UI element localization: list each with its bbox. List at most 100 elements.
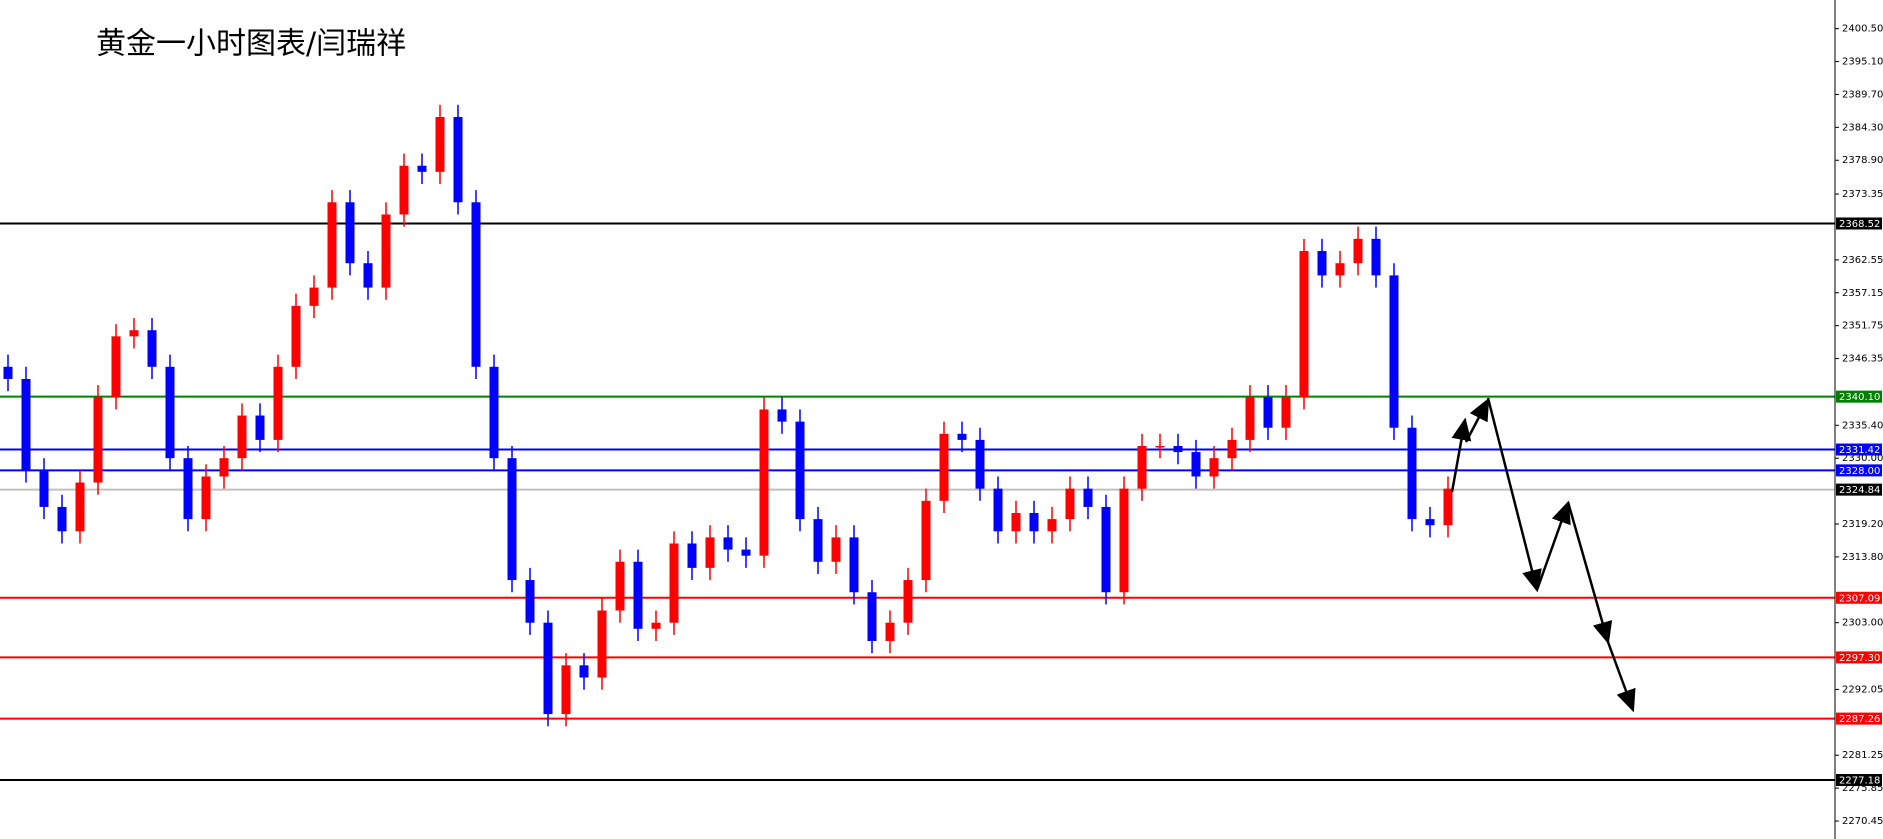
candle-body [921, 500, 931, 581]
candle-body [831, 537, 841, 562]
y-tick-label: 2395.10 [1842, 57, 1883, 68]
level-label: 2287.26 [1839, 714, 1880, 725]
level-label-box [1836, 651, 1882, 664]
candle-body [417, 165, 427, 172]
arrow [1566, 501, 1613, 645]
level-label: 2340.10 [1839, 392, 1880, 403]
candle-body [1209, 458, 1219, 477]
candle-body [183, 458, 193, 520]
level-label-box [1836, 443, 1882, 456]
candle-body [957, 433, 967, 440]
y-tick-label: 2335.40 [1842, 420, 1883, 431]
level-label: 2307.09 [1839, 593, 1880, 604]
candle-body [687, 543, 697, 568]
candle-body [363, 263, 373, 288]
candle-body [399, 165, 409, 215]
candle-body [939, 433, 949, 501]
price-scale: 2400.50 2395.10 2389.70 2384.30 2378.90 2373.… [1835, 24, 1883, 827]
candle-body [561, 665, 571, 715]
candle-body [1353, 238, 1363, 264]
candle-body [1119, 488, 1129, 593]
y-tick-label: 2319.20 [1842, 519, 1883, 530]
candle-body [57, 506, 67, 532]
candle-body [1407, 427, 1417, 520]
levels [0, 222, 1835, 782]
arrow [1464, 397, 1490, 443]
level-label: 2331.42 [1839, 445, 1880, 456]
candle-body [489, 366, 499, 459]
candle-body [1029, 513, 1039, 532]
y-tick-label: 2346.35 [1842, 354, 1883, 365]
level-label-box [1836, 591, 1882, 604]
candle-body [1263, 397, 1273, 428]
candle-body [723, 537, 733, 550]
candle-body [1371, 238, 1381, 276]
candle-body [165, 366, 175, 459]
candle-body [525, 580, 535, 623]
level-label: 2324.84 [1839, 485, 1880, 496]
candle-body [1011, 513, 1021, 532]
y-tick-label: 2275.85 [1842, 783, 1883, 794]
candle-body [471, 202, 481, 367]
candles [3, 104, 1453, 727]
arrow [1486, 397, 1542, 593]
level-label: 2277.18 [1839, 776, 1880, 787]
candle-body [201, 476, 211, 520]
candle-body [1281, 397, 1291, 428]
candle-body [741, 549, 751, 556]
candle-body [1101, 506, 1111, 593]
candle-body [885, 622, 895, 641]
candle-body [633, 561, 643, 629]
candle-body [1173, 446, 1183, 453]
y-tick-label: 2384.30 [1842, 122, 1883, 133]
candle-body [309, 287, 319, 306]
y-tick-label: 2389.70 [1842, 89, 1883, 100]
candle-body [795, 421, 805, 520]
candle-body [1389, 275, 1399, 428]
arrow [1450, 417, 1472, 493]
y-tick-label: 2330.00 [1842, 453, 1883, 464]
y-tick-label: 2303.00 [1842, 618, 1883, 629]
level-label-box [1836, 217, 1882, 230]
y-tick-label: 2313.80 [1842, 552, 1883, 563]
candle-body [273, 366, 283, 440]
y-tick-label: 2357.15 [1842, 288, 1883, 299]
candle-body [435, 116, 445, 172]
candle-body [381, 214, 391, 288]
candle-body [597, 610, 607, 678]
candle-body [705, 537, 715, 568]
candle-body [849, 537, 859, 593]
candle-body [903, 580, 913, 623]
level-label-box [1836, 390, 1882, 403]
candle-body [507, 458, 517, 581]
candle-body [813, 519, 823, 562]
chart-title: 黄金一小时图表/闫瑞祥 [96, 27, 406, 62]
y-tick-label: 2270.45 [1842, 816, 1883, 827]
candle-body [615, 561, 625, 611]
candle-body [219, 458, 229, 477]
candle-body [1443, 488, 1453, 526]
y-tick-label: 2378.90 [1842, 155, 1883, 166]
level-label-box [1836, 774, 1882, 787]
y-tick-label: 2400.50 [1842, 24, 1883, 35]
candle-body [39, 470, 49, 507]
candle-body [759, 409, 769, 556]
candle-body [75, 482, 85, 532]
candle-body [1083, 488, 1093, 507]
candle-body [345, 202, 355, 264]
candle-body [1227, 439, 1237, 459]
candle-body [1317, 251, 1327, 276]
level-label-box [1836, 712, 1882, 725]
y-tick-label: 2292.05 [1842, 684, 1883, 695]
candle-body [1245, 397, 1255, 440]
candle-body [1155, 446, 1165, 448]
candle-body [975, 439, 985, 489]
candle-body [867, 592, 877, 641]
level-label-box [1836, 464, 1882, 477]
y-tick-label: 2373.35 [1842, 189, 1883, 200]
candle-body [327, 202, 337, 288]
level-label-box [1836, 483, 1882, 496]
